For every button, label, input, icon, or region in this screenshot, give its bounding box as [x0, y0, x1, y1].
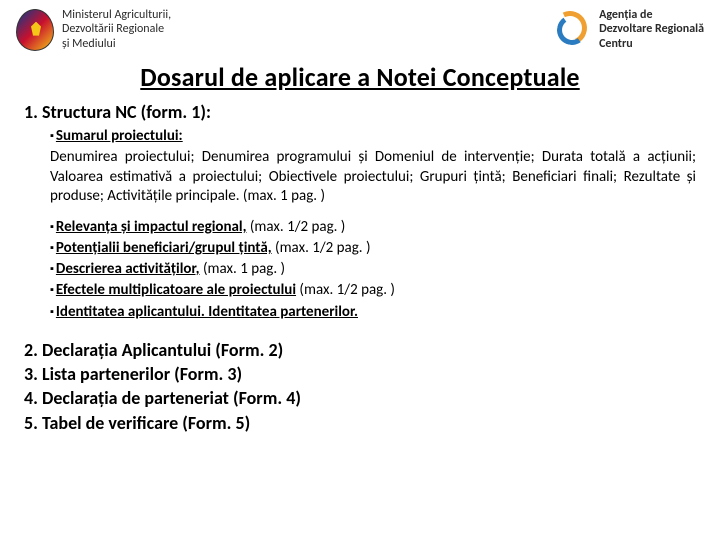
- form-item: 4. Declarația de parteneriat (Form. 4): [24, 386, 700, 410]
- bullet-list: Relevanța și impactul regional, (max. 1/…: [50, 218, 696, 322]
- page-title: Dosarul de aplicare a Notei Conceptuale: [0, 61, 720, 93]
- content-area: 1. Structura NC (form. 1): Sumarul proie…: [0, 101, 720, 435]
- bullet-bold: Identitatea aplicantului. Identitatea pa…: [56, 303, 358, 321]
- moldova-crest-icon: [16, 9, 54, 51]
- header-bar: Ministerul Agriculturii, Dezvoltării Reg…: [0, 0, 720, 55]
- form-item: 5. Tabel de verificare (Form. 5): [24, 411, 700, 435]
- form-item: 3. Lista partenerilor (Form. 3): [24, 362, 700, 386]
- ministry-line: și Mediului: [62, 37, 171, 51]
- summary-body: Denumirea proiectului; Denumirea program…: [50, 148, 696, 206]
- agency-name: Agenția de Dezvoltare Regională Centru: [599, 8, 704, 51]
- bullet-bold: Relevanța și impactul regional,: [56, 218, 247, 236]
- bullet-item: Efectele multiplicatoare ale proiectului…: [50, 281, 696, 300]
- agency-logo-icon: [553, 11, 591, 49]
- ministry-block: Ministerul Agriculturii, Dezvoltării Reg…: [16, 8, 171, 51]
- forms-list: 2. Declarația Aplicantului (Form. 2) 3. …: [24, 338, 700, 435]
- ministry-line: Dezvoltării Regionale: [62, 22, 171, 36]
- bullet-rest: (max. 1/2 pag. ): [296, 281, 395, 299]
- bullet-rest: (max. 1/2 pag. ): [246, 218, 345, 236]
- bullet-bold: Efectele multiplicatoare ale proiectului: [56, 281, 296, 299]
- summary-label: Sumarul proiectului:: [56, 127, 183, 145]
- agency-block: Agenția de Dezvoltare Regională Centru: [553, 8, 704, 51]
- bullet-item: Potențialii beneficiari/grupul țintă, (m…: [50, 239, 696, 258]
- bullet-rest: (max. 1/2 pag. ): [272, 239, 371, 257]
- agency-line: Centru: [599, 37, 704, 51]
- summary-label-line: Sumarul proiectului:: [50, 127, 696, 146]
- bullet-item: Identitatea aplicantului. Identitatea pa…: [50, 303, 696, 322]
- form-item: 2. Declarația Aplicantului (Form. 2): [24, 338, 700, 362]
- bullet-item: Descrierea activităților, (max. 1 pag. ): [50, 260, 696, 279]
- bullet-item: Relevanța și impactul regional, (max. 1/…: [50, 218, 696, 237]
- ministry-line: Ministerul Agriculturii,: [62, 8, 171, 22]
- bullet-bold: Potențialii beneficiari/grupul țintă,: [56, 239, 272, 257]
- section-1-heading: 1. Structura NC (form. 1):: [24, 101, 700, 123]
- bullet-bold: Descrierea activităților,: [56, 260, 200, 278]
- bullet-rest: (max. 1 pag. ): [200, 260, 286, 278]
- agency-line: Agenția de: [599, 8, 704, 22]
- section-1-body: Sumarul proiectului: Denumirea proiectul…: [24, 127, 700, 322]
- ministry-name: Ministerul Agriculturii, Dezvoltării Reg…: [62, 8, 171, 51]
- agency-line: Dezvoltare Regională: [599, 22, 704, 36]
